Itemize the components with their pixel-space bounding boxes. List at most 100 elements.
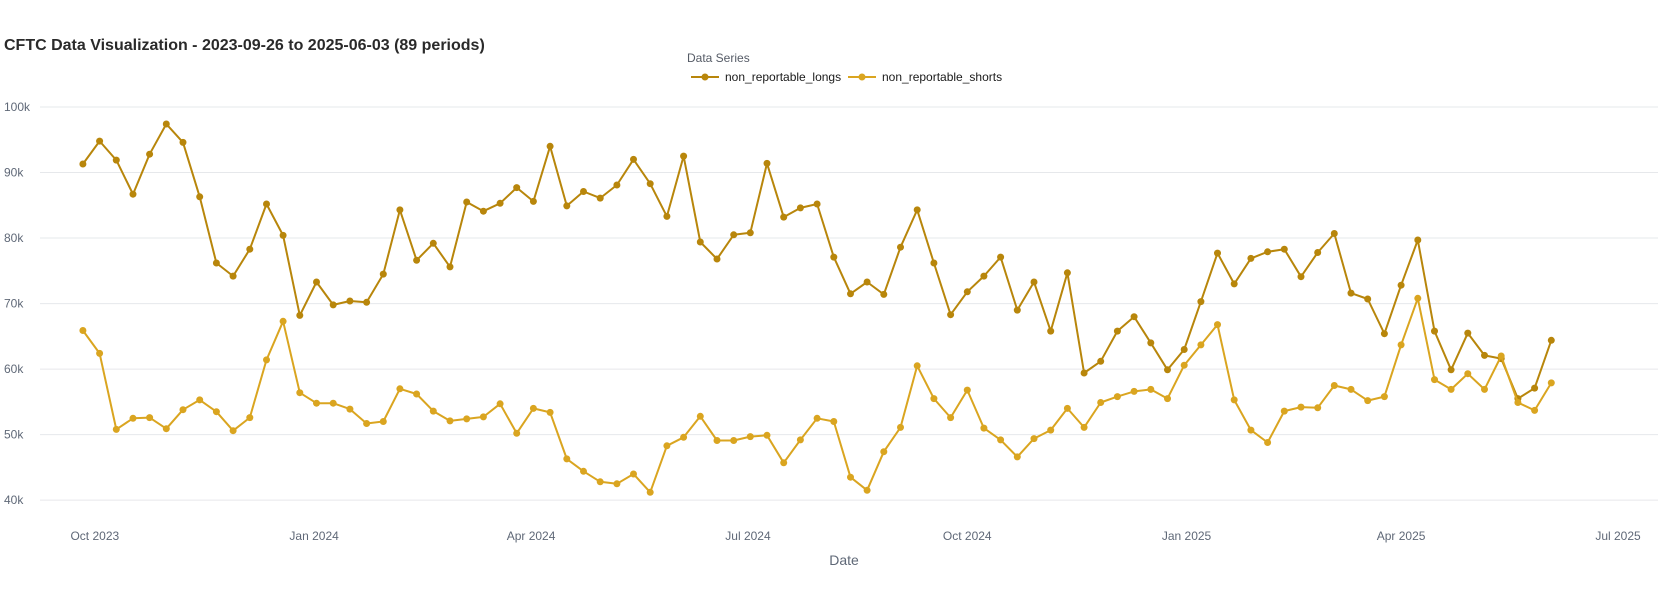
data-point-non-reportable-longs[interactable] <box>1013 306 1021 314</box>
data-point-non-reportable-shorts[interactable] <box>162 425 170 433</box>
data-point-non-reportable-longs[interactable] <box>446 263 454 271</box>
data-point-non-reportable-longs[interactable] <box>112 156 120 164</box>
data-point-non-reportable-longs[interactable] <box>496 199 504 207</box>
data-point-non-reportable-shorts[interactable] <box>796 436 804 444</box>
data-point-non-reportable-longs[interactable] <box>1464 329 1472 337</box>
data-point-non-reportable-shorts[interactable] <box>713 437 721 444</box>
data-point-non-reportable-shorts[interactable] <box>580 467 587 475</box>
data-point-non-reportable-longs[interactable] <box>313 278 320 286</box>
data-point-non-reportable-longs[interactable] <box>696 238 704 246</box>
data-point-non-reportable-longs[interactable] <box>263 200 270 208</box>
data-point-non-reportable-longs[interactable] <box>913 206 921 214</box>
data-point-non-reportable-longs[interactable] <box>646 180 654 188</box>
data-point-non-reportable-longs[interactable] <box>329 301 337 309</box>
data-point-non-reportable-shorts[interactable] <box>129 414 137 422</box>
data-point-non-reportable-longs[interactable] <box>546 142 554 150</box>
data-point-non-reportable-longs[interactable] <box>713 255 721 263</box>
data-point-non-reportable-shorts[interactable] <box>263 356 270 364</box>
data-point-non-reportable-longs[interactable] <box>396 206 404 214</box>
data-point-non-reportable-shorts[interactable] <box>229 427 237 435</box>
data-point-non-reportable-longs[interactable] <box>763 159 771 167</box>
data-point-non-reportable-shorts[interactable] <box>680 433 688 441</box>
data-point-non-reportable-longs[interactable] <box>363 298 371 306</box>
data-point-non-reportable-shorts[interactable] <box>196 396 204 404</box>
data-point-non-reportable-shorts[interactable] <box>1013 453 1021 461</box>
data-point-non-reportable-shorts[interactable] <box>413 390 421 398</box>
data-point-non-reportable-shorts[interactable] <box>563 455 571 463</box>
data-point-non-reportable-longs[interactable] <box>1063 269 1071 277</box>
data-point-non-reportable-longs[interactable] <box>129 190 137 198</box>
data-point-non-reportable-shorts[interactable] <box>830 418 838 425</box>
data-point-non-reportable-longs[interactable] <box>580 188 587 195</box>
data-point-non-reportable-longs[interactable] <box>746 229 754 237</box>
data-point-non-reportable-shorts[interactable] <box>546 408 554 416</box>
data-point-non-reportable-shorts[interactable] <box>496 400 504 408</box>
data-point-non-reportable-shorts[interactable] <box>730 437 738 444</box>
data-point-non-reportable-shorts[interactable] <box>1214 321 1221 329</box>
data-point-non-reportable-shorts[interactable] <box>1297 403 1305 411</box>
data-point-non-reportable-longs[interactable] <box>246 245 254 253</box>
data-point-non-reportable-longs[interactable] <box>596 194 604 202</box>
data-point-non-reportable-shorts[interactable] <box>1247 426 1255 434</box>
data-point-non-reportable-longs[interactable] <box>1214 249 1221 257</box>
data-point-non-reportable-shorts[interactable] <box>880 448 888 456</box>
data-point-non-reportable-longs[interactable] <box>146 150 154 158</box>
data-point-non-reportable-longs[interactable] <box>880 290 888 298</box>
data-point-non-reportable-longs[interactable] <box>212 259 220 267</box>
data-point-non-reportable-longs[interactable] <box>1147 339 1155 347</box>
data-point-non-reportable-shorts[interactable] <box>529 404 537 412</box>
data-point-non-reportable-shorts[interactable] <box>1397 341 1405 349</box>
data-point-non-reportable-longs[interactable] <box>463 198 471 206</box>
data-point-non-reportable-shorts[interactable] <box>1447 385 1455 393</box>
data-point-non-reportable-longs[interactable] <box>1330 230 1338 237</box>
data-point-non-reportable-shorts[interactable] <box>1164 395 1171 403</box>
data-point-non-reportable-shorts[interactable] <box>296 389 304 397</box>
data-point-non-reportable-shorts[interactable] <box>863 486 871 494</box>
data-point-non-reportable-shorts[interactable] <box>463 415 471 423</box>
data-point-non-reportable-shorts[interactable] <box>1464 370 1472 378</box>
data-point-non-reportable-shorts[interactable] <box>613 480 621 488</box>
data-point-non-reportable-shorts[interactable] <box>1047 426 1055 434</box>
data-point-non-reportable-longs[interactable] <box>897 243 904 251</box>
data-point-non-reportable-longs[interactable] <box>279 231 287 239</box>
data-point-non-reportable-shorts[interactable] <box>1414 294 1422 302</box>
data-point-non-reportable-longs[interactable] <box>847 290 854 298</box>
data-point-non-reportable-longs[interactable] <box>997 253 1005 261</box>
data-point-non-reportable-longs[interactable] <box>1297 273 1305 281</box>
data-point-non-reportable-longs[interactable] <box>79 160 87 168</box>
data-point-non-reportable-shorts[interactable] <box>1230 396 1238 404</box>
data-point-non-reportable-shorts[interactable] <box>1347 385 1355 393</box>
data-point-non-reportable-shorts[interactable] <box>746 433 754 441</box>
data-point-non-reportable-shorts[interactable] <box>963 386 971 394</box>
data-point-non-reportable-shorts[interactable] <box>246 414 254 422</box>
data-point-non-reportable-longs[interactable] <box>229 272 237 280</box>
data-point-non-reportable-longs[interactable] <box>1481 351 1488 359</box>
data-point-non-reportable-longs[interactable] <box>947 311 955 319</box>
data-point-non-reportable-shorts[interactable] <box>1380 393 1388 401</box>
data-point-non-reportable-longs[interactable] <box>379 270 387 278</box>
data-point-non-reportable-longs[interactable] <box>1080 369 1088 377</box>
data-point-non-reportable-shorts[interactable] <box>396 385 404 393</box>
data-point-non-reportable-longs[interactable] <box>663 212 671 220</box>
data-point-non-reportable-shorts[interactable] <box>1130 387 1138 395</box>
data-point-non-reportable-shorts[interactable] <box>1063 404 1071 412</box>
data-point-non-reportable-shorts[interactable] <box>997 436 1005 444</box>
data-point-non-reportable-shorts[interactable] <box>1330 382 1338 389</box>
data-point-non-reportable-longs[interactable] <box>1531 384 1539 392</box>
data-point-non-reportable-shorts[interactable] <box>1180 361 1188 369</box>
data-point-non-reportable-longs[interactable] <box>796 204 804 212</box>
data-point-non-reportable-longs[interactable] <box>1547 336 1555 344</box>
data-point-non-reportable-shorts[interactable] <box>1481 385 1488 393</box>
data-point-non-reportable-longs[interactable] <box>863 278 871 286</box>
data-point-non-reportable-shorts[interactable] <box>980 424 988 432</box>
data-point-non-reportable-longs[interactable] <box>1314 249 1322 256</box>
data-point-non-reportable-shorts[interactable] <box>346 405 354 413</box>
data-point-non-reportable-shorts[interactable] <box>763 431 771 439</box>
data-point-non-reportable-shorts[interactable] <box>1431 376 1438 384</box>
data-point-non-reportable-longs[interactable] <box>1280 245 1288 253</box>
data-point-non-reportable-longs[interactable] <box>162 120 170 128</box>
data-point-non-reportable-shorts[interactable] <box>379 418 387 425</box>
data-point-non-reportable-longs[interactable] <box>1264 248 1272 256</box>
data-point-non-reportable-shorts[interactable] <box>146 414 154 422</box>
data-point-non-reportable-shorts[interactable] <box>1264 439 1272 446</box>
